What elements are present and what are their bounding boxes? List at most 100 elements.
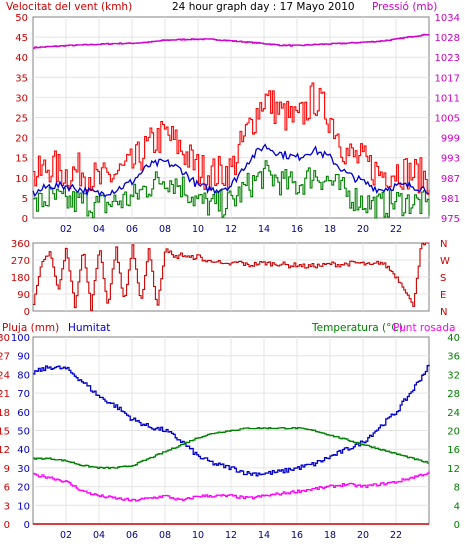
x-tick-label-bottom: 14 <box>258 530 270 541</box>
humidity-tick-label: 40 <box>17 445 30 456</box>
wind-tick-label: 35 <box>15 73 28 84</box>
humidity-tick-label: 30 <box>17 464 30 475</box>
x-tick-label-bottom: 20 <box>357 530 369 541</box>
humidity-axis-title: Humitat <box>68 322 110 334</box>
wind-axis-title: Velocitat del vent (kmh) <box>6 1 132 13</box>
rain-axis-title: Pluja (mm) <box>2 322 59 334</box>
x-tick-label-top: 16 <box>291 224 303 235</box>
x-tick-label-top: 12 <box>225 224 237 235</box>
x-tick-label-top: 18 <box>324 224 336 235</box>
rain-tick-label: 15 <box>0 427 10 438</box>
x-tick-label-bottom: 18 <box>324 530 336 541</box>
temperature-tick-label: 0 <box>454 520 460 531</box>
rain-tick-label: 27 <box>0 352 10 363</box>
pressure-tick-label: 975 <box>441 214 460 225</box>
pressure-tick-label: 1028 <box>435 33 460 44</box>
wind-tick-label: 45 <box>15 33 28 44</box>
humidity-tick-label: 20 <box>17 483 30 494</box>
x-tick-label-top: 14 <box>258 224 270 235</box>
pressure-tick-label: 1023 <box>435 53 460 64</box>
x-tick-label-top: 22 <box>390 224 402 235</box>
wind-low-line <box>33 160 430 219</box>
temperature-line <box>33 426 429 470</box>
x-tick-label-bottom: 12 <box>225 530 237 541</box>
pressure-tick-label: 1005 <box>435 114 460 125</box>
pressure-tick-label: 981 <box>441 194 460 205</box>
x-tick-label-bottom: 10 <box>192 530 204 541</box>
x-tick-label-bottom: 06 <box>126 530 138 541</box>
wind-direction-line <box>33 242 430 311</box>
rain-tick-label: 30 <box>0 333 10 344</box>
humidity-tick-label: 70 <box>17 389 30 400</box>
rain-tick-label: 3 <box>4 501 10 512</box>
wind-tick-label: 10 <box>15 174 28 185</box>
temperature-tick-label: 28 <box>447 389 460 400</box>
rain-tick-label: 6 <box>4 483 10 494</box>
wind-tick-label: 25 <box>15 114 28 125</box>
x-tick-label-top: 10 <box>192 224 204 235</box>
temperature-tick-label: 40 <box>447 333 460 344</box>
wind-tick-label: 0 <box>22 214 28 225</box>
humidity-tick-label: 60 <box>17 408 30 419</box>
dewpoint-line <box>33 471 430 502</box>
direction-tick-label: 360 <box>11 239 30 250</box>
wind-tick-label: 20 <box>15 134 28 145</box>
wind-gust-line <box>33 82 430 195</box>
humidity-tick-label: 100 <box>11 333 30 344</box>
rain-tick-label: 24 <box>0 370 10 381</box>
direction-tick-label: 180 <box>11 273 30 284</box>
x-tick-label-bottom: 02 <box>60 530 72 541</box>
temperature-axis-title: Temperatura (°C) <box>311 322 403 334</box>
pressure-tick-label: 993 <box>441 154 460 165</box>
x-tick-label-bottom: 16 <box>291 530 303 541</box>
humidity-tick-label: 90 <box>17 352 30 363</box>
humidity-tick-label: 0 <box>24 520 30 531</box>
wind-tick-label: 40 <box>15 53 28 64</box>
x-tick-label-top: 08 <box>159 224 171 235</box>
pressure-axis-title: Pressió (mb) <box>372 1 437 13</box>
x-tick-label-top: 20 <box>357 224 369 235</box>
rain-tick-label: 12 <box>0 445 10 456</box>
direction-tick-label: 0 <box>24 307 30 318</box>
x-tick-label-top: 02 <box>60 224 72 235</box>
wind-tick-label: 30 <box>15 93 28 104</box>
pressure-tick-label: 987 <box>441 174 460 185</box>
pressure-tick-label: 1034 <box>435 13 460 24</box>
rain-tick-label: 21 <box>0 389 10 400</box>
direction-tick-label: 90 <box>17 290 30 301</box>
rain-tick-label: 18 <box>0 408 10 419</box>
rain-tick-label: 0 <box>4 520 10 531</box>
wind-tick-label: 50 <box>15 13 28 24</box>
temperature-tick-label: 20 <box>447 427 460 438</box>
wind-average-line <box>32 143 430 198</box>
direction-tick-label: 270 <box>11 256 30 267</box>
humidity-tick-label: 80 <box>17 370 30 381</box>
compass-tick-label: W <box>440 256 450 267</box>
compass-tick-label: N <box>440 239 447 250</box>
x-tick-label-bottom: 22 <box>390 530 402 541</box>
wind-tick-label: 5 <box>22 194 28 205</box>
temperature-tick-label: 32 <box>447 370 460 381</box>
temperature-tick-label: 16 <box>447 445 460 456</box>
x-tick-label-bottom: 04 <box>93 530 105 541</box>
temperature-tick-label: 12 <box>447 464 460 475</box>
humidity-tick-label: 50 <box>17 427 30 438</box>
x-tick-label-top: 04 <box>93 224 105 235</box>
humidity-line <box>33 364 430 477</box>
temperature-tick-label: 24 <box>447 408 460 419</box>
pressure-tick-label: 1017 <box>435 73 460 84</box>
compass-tick-label: E <box>440 290 446 301</box>
pressure-tick-label: 1011 <box>435 93 460 104</box>
compass-tick-label: N <box>440 307 447 318</box>
rain-tick-label: 9 <box>4 464 10 475</box>
x-tick-label-top: 06 <box>126 224 138 235</box>
wind-tick-label: 15 <box>15 154 28 165</box>
pressure-line <box>33 33 430 49</box>
pressure-tick-label: 999 <box>441 134 460 145</box>
temperature-tick-label: 8 <box>454 483 460 494</box>
compass-tick-label: S <box>440 273 446 284</box>
temperature-tick-label: 4 <box>454 501 460 512</box>
temperature-tick-label: 36 <box>447 352 460 363</box>
